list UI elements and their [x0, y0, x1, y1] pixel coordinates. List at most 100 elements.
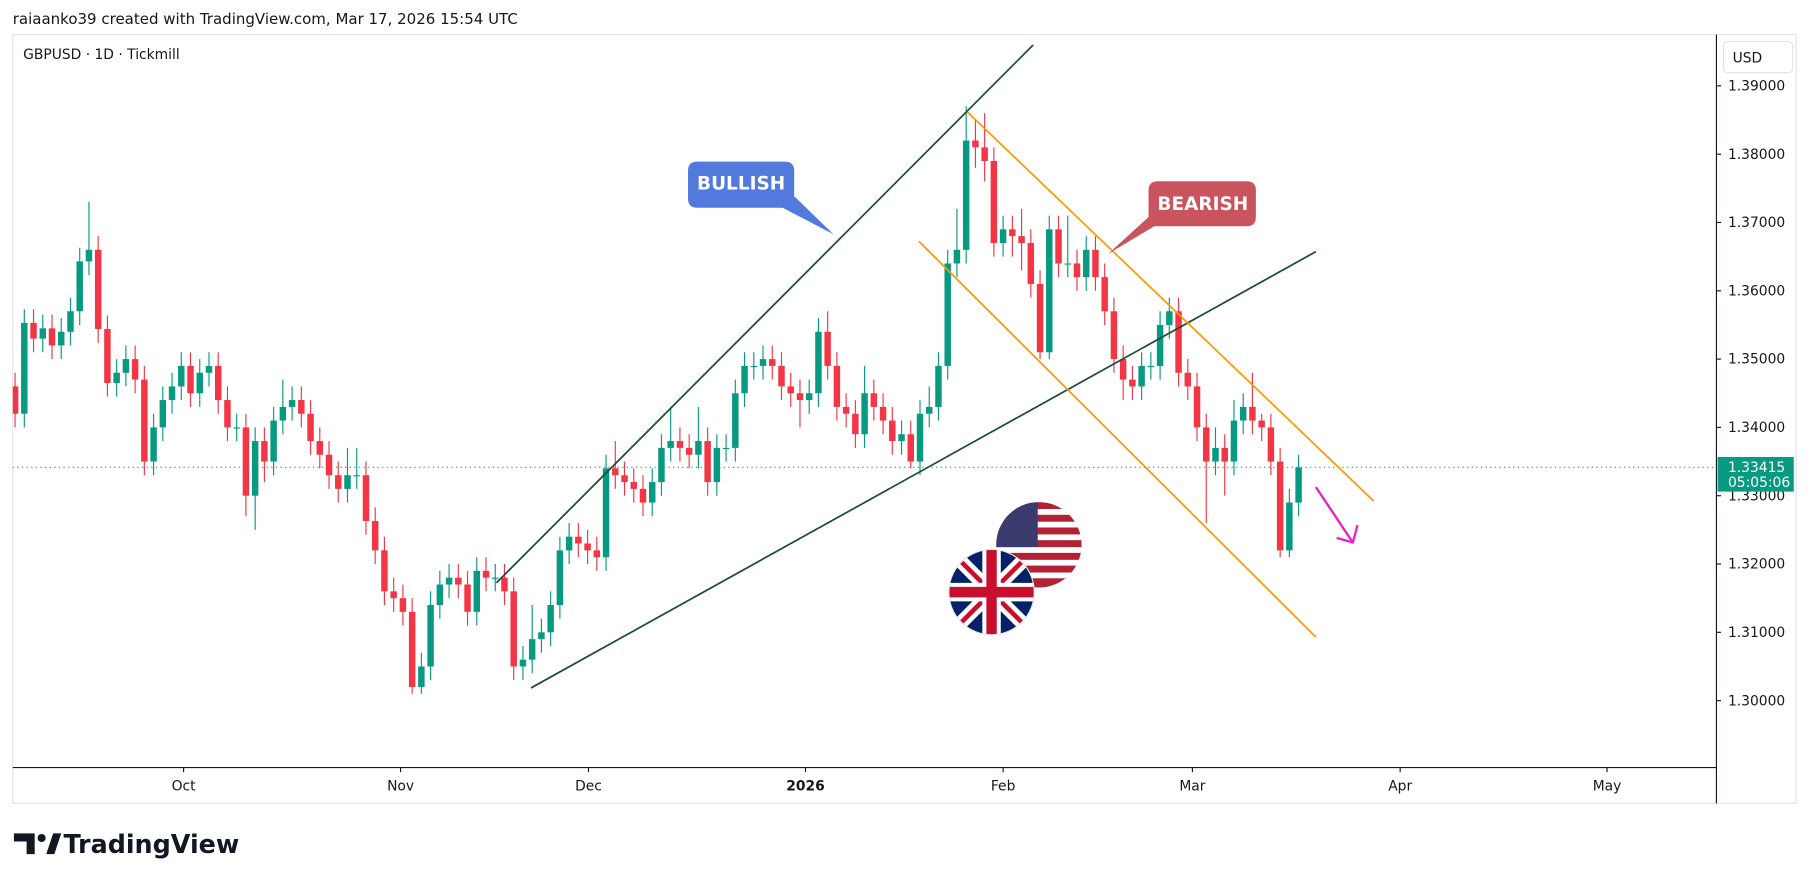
candle-body: [1166, 311, 1173, 325]
candle-body: [870, 393, 878, 407]
candle-body: [408, 611, 416, 687]
candle-body: [1156, 324, 1164, 366]
bullish-callout: [688, 161, 834, 235]
candle-body: [39, 328, 47, 339]
candle-body: [972, 140, 979, 148]
candle-body: [528, 639, 536, 660]
candle-body: [316, 441, 324, 455]
x-tick-label: Mar: [1179, 779, 1205, 795]
x-tick-label: Apr: [1388, 779, 1412, 795]
candle-body: [233, 427, 240, 429]
candle-body: [1027, 242, 1035, 284]
x-tick-label: Feb: [991, 779, 1016, 795]
candle-body: [30, 322, 37, 339]
candle-body: [953, 249, 961, 264]
candle-body: [187, 365, 194, 394]
y-tick-label: 1.39000: [1728, 78, 1785, 94]
candle-body: [1129, 379, 1136, 387]
countdown: 05:05:06: [1728, 475, 1790, 491]
candle-body: [962, 140, 970, 250]
candle-body: [759, 359, 767, 366]
candle-body: [1082, 249, 1090, 278]
candle-body: [538, 632, 545, 640]
candle-body: [270, 420, 277, 462]
candle-body: [1036, 283, 1044, 353]
candle-body: [344, 475, 351, 489]
candle-body: [464, 584, 471, 612]
channel-line: [918, 240, 1317, 638]
candle-body: [168, 386, 176, 401]
candle-body: [778, 365, 785, 387]
attribution: raiaanko39 created with TradingView.com,…: [13, 10, 518, 28]
candle-body: [353, 475, 360, 477]
candle-body: [141, 379, 148, 462]
y-tick-label: 1.38000: [1728, 147, 1785, 163]
candle-body: [1073, 263, 1081, 278]
candle-body: [288, 400, 296, 407]
candle-body: [1175, 311, 1182, 373]
candle-body: [1147, 365, 1155, 368]
candle-body: [1258, 420, 1265, 428]
candle-body: [685, 447, 693, 455]
candle-body: [667, 441, 674, 448]
candle-body: [159, 400, 167, 428]
candle-body: [131, 359, 139, 380]
candle-body: [889, 420, 896, 442]
currency: USD: [1733, 50, 1763, 66]
candle-body: [593, 550, 601, 558]
candle-body: [76, 261, 83, 312]
x-tick-label: Nov: [387, 779, 414, 795]
candle-body: [981, 147, 988, 161]
candle-body: [935, 365, 942, 407]
uk-flag: [948, 549, 1035, 635]
candle-body: [371, 520, 379, 551]
chart-frame: [12, 34, 1797, 804]
candle-body: [676, 441, 684, 448]
candle-body: [861, 393, 868, 435]
candle-body: [261, 441, 268, 462]
candle-body: [436, 584, 444, 606]
candle-body: [205, 365, 213, 373]
x-tick-label: 2026: [786, 779, 825, 795]
candle-body: [1230, 420, 1238, 462]
candle-body: [722, 447, 730, 450]
symbol: GBPUSD · 1D · Tickmill: [23, 47, 180, 63]
candle-body: [335, 475, 342, 489]
candle-body: [741, 365, 748, 394]
candle-body: [704, 441, 711, 483]
candle-body: [926, 406, 933, 414]
drawings: [495, 44, 1375, 689]
candle-body: [842, 406, 850, 414]
candle-body: [501, 577, 508, 592]
candle-body: [390, 591, 397, 599]
candle-body: [916, 413, 924, 462]
candle-body: [418, 666, 425, 687]
candle-body: [815, 331, 822, 394]
candle-body: [473, 570, 481, 612]
candle-body: [713, 447, 721, 483]
candle-body: [325, 454, 333, 476]
currency-box[interactable]: [1722, 40, 1794, 74]
candle-body: [122, 359, 130, 373]
candle-body: [307, 413, 314, 442]
candle-body: [907, 434, 915, 462]
last-price-label: 1.33415: [1728, 460, 1785, 476]
candle-body: [58, 331, 65, 346]
candle-body: [113, 372, 120, 383]
x-tick-label: May: [1593, 779, 1622, 795]
flag-rim: [948, 548, 1035, 636]
trendline: [495, 44, 1034, 584]
candle-body: [1212, 447, 1219, 462]
candle-body: [298, 400, 305, 414]
candle-body: [224, 400, 231, 428]
candle-body: [805, 393, 813, 401]
y-tick-label: 1.34000: [1728, 420, 1785, 436]
bearish-callout: [1108, 181, 1256, 254]
candle-body: [67, 311, 74, 332]
candle-body: [787, 386, 794, 394]
channel-line: [966, 111, 1375, 502]
candle-body: [104, 329, 111, 383]
y-tick-label: 1.31000: [1728, 625, 1785, 641]
